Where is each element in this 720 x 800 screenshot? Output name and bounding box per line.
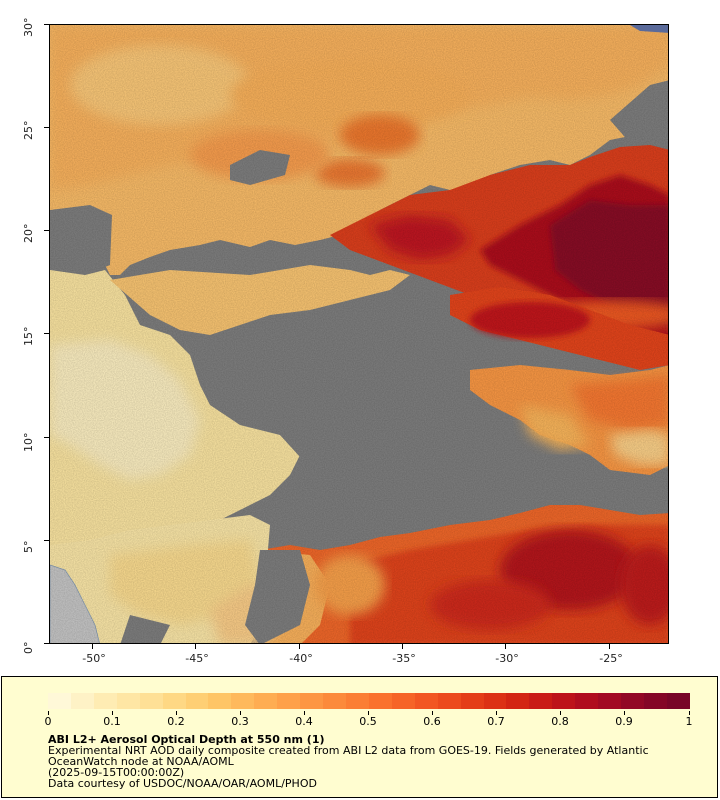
colorbar-segment: [185, 693, 209, 709]
colorbar-segment: [391, 693, 415, 709]
colorbar-label: 0.4: [295, 715, 313, 728]
y-tick-label: 5°: [22, 540, 35, 554]
legend-panel: 0 0.1 0.2 0.3 0.4 0.5 0.6 0.7 0.8 0.9 1 …: [1, 676, 718, 798]
colorbar-label: 0.2: [167, 715, 185, 728]
colorbar-label: 1: [685, 715, 693, 728]
colorbar-segment: [116, 693, 140, 709]
colorbar-tick: [112, 711, 113, 715]
colorbar-segment: [254, 693, 278, 709]
colorbar-label: 0.9: [615, 715, 633, 728]
colorbar-tick: [48, 711, 49, 715]
colorbar-segment: [368, 693, 392, 709]
x-tick-mark: [299, 644, 300, 649]
colorbar-tick: [304, 711, 305, 715]
legend-description-line: OceanWatch node at NOAA/AOML: [48, 755, 234, 768]
x-tick-mark: [195, 644, 196, 649]
legend-description-line: Experimental NRT AOD daily composite cre…: [48, 744, 649, 757]
colorbar-segment: [231, 693, 255, 709]
y-tick-mark: [44, 540, 49, 541]
y-tick-mark: [44, 24, 49, 25]
colorbar-label: 0.1: [103, 715, 121, 728]
y-tick-label: 20°: [22, 223, 35, 244]
y-tick-label: 0°: [22, 641, 35, 655]
colorbar-segment: [345, 693, 369, 709]
colorbar-segment: [93, 693, 117, 709]
colorbar-label: 0.3: [231, 715, 249, 728]
colorbar-segment: [506, 693, 530, 709]
colorbar-segment: [208, 693, 232, 709]
y-tick-mark: [44, 333, 49, 334]
y-tick-mark: [44, 127, 49, 128]
colorbar-label: 0.6: [423, 715, 441, 728]
x-tick-mark: [402, 644, 403, 649]
colorbar-tick: [624, 711, 625, 715]
x-tick-mark: [505, 644, 506, 649]
colorbar-segment: [323, 693, 346, 709]
colorbar-segment: [643, 693, 667, 709]
colorbar-segment: [139, 693, 163, 709]
x-tick-label: -50°: [82, 652, 106, 665]
x-tick-label: -25°: [599, 652, 623, 665]
y-tick-label: 30°: [22, 17, 35, 38]
colorbar-segment: [552, 693, 576, 709]
colorbar-tick: [496, 711, 497, 715]
colorbar-tick: [240, 711, 241, 715]
x-tick-label: -35°: [392, 652, 416, 665]
colorbar-tick: [689, 711, 690, 715]
colorbar-label: 0.5: [359, 715, 377, 728]
colorbar-segment: [529, 693, 553, 709]
colorbar-segment: [277, 693, 301, 709]
aod-map-panel[interactable]: [49, 24, 669, 644]
legend-date: (2025-09-15T00:00:00Z): [48, 766, 185, 779]
colorbar-segment: [460, 693, 484, 709]
y-tick-label: 15°: [22, 326, 35, 347]
colorbar-label: 0.7: [487, 715, 505, 728]
texture-overlay: [50, 25, 668, 643]
colorbar-segment: [414, 693, 438, 709]
x-tick-mark: [92, 644, 93, 649]
colorbar-segment: [48, 693, 71, 709]
colorbar-segment: [666, 693, 690, 709]
colorbar-label: 0.8: [551, 715, 569, 728]
x-tick-mark: [609, 644, 610, 649]
y-tick-label: 10°: [22, 432, 35, 453]
legend-title: ABI L2+ Aerosol Optical Depth at 550 nm …: [48, 733, 325, 746]
colorbar-segment: [621, 693, 644, 709]
colorbar-segment: [437, 693, 461, 709]
x-tick-label: -45°: [185, 652, 209, 665]
y-tick-mark: [44, 230, 49, 231]
y-tick-mark: [44, 437, 49, 438]
colorbar-tick: [432, 711, 433, 715]
colorbar-segment: [300, 693, 324, 709]
legend-description: Experimental NRT AOD daily composite cre…: [48, 745, 688, 789]
colorbar-segment: [575, 693, 599, 709]
y-tick-mark: [44, 643, 49, 644]
colorbar-segment: [483, 693, 507, 709]
colorbar-tick: [176, 711, 177, 715]
aod-map: [50, 25, 668, 643]
colorbar-segment: [598, 693, 622, 709]
map-edge-artifact: [630, 25, 668, 33]
x-tick-label: -30°: [495, 652, 519, 665]
x-tick-label: -40°: [289, 652, 313, 665]
colorbar-tick: [560, 711, 561, 715]
colorbar-segment: [70, 693, 94, 709]
colorbar-tick: [368, 711, 369, 715]
colorbar: [48, 693, 690, 709]
colorbar-segment: [162, 693, 186, 709]
legend-credit: Data courtesy of USDOC/NOAA/OAR/AOML/PHO…: [48, 777, 317, 790]
y-tick-label: 25°: [22, 120, 35, 141]
colorbar-label: 0: [44, 715, 52, 728]
